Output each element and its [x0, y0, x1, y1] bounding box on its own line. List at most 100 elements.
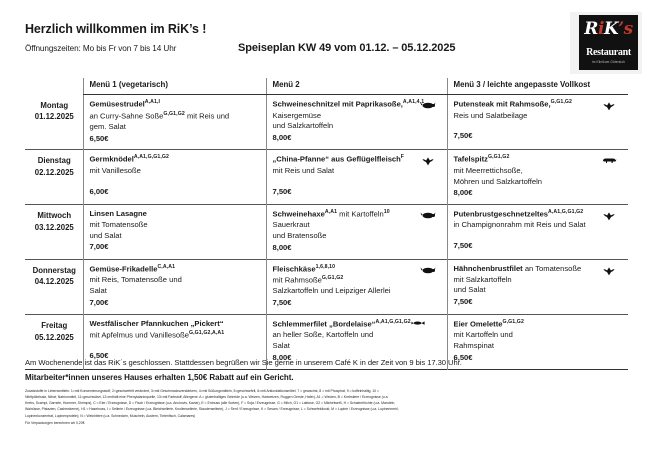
opening-hours: Öffnungszeiten: Mo bis Fr von 7 bis 14 U… [25, 44, 177, 53]
day-cell: Freitag 05.12.2025 [25, 314, 83, 369]
day-cell: Dienstag 02.12.2025 [25, 150, 83, 205]
fish-icon [411, 320, 425, 328]
day-cell: Mittwoch 03.12.2025 [25, 205, 83, 260]
menu1-cell: Westfälischer Pfannkuchen „Pickert“ mit A… [82, 314, 266, 370]
dish-title: Schlemmerfilet „Bordelaise“A,A1,G,G1,G2 [273, 319, 442, 330]
dish-title: Linsen Lasagne [90, 209, 261, 220]
table-row: Donnerstag 04.12.2025 Gemüse-FrikadelleC,A… [25, 259, 628, 315]
dish-price: 7,00€ [89, 242, 109, 252]
welcome-heading: Herzlich willkommen im RiK’s ! [25, 22, 207, 36]
dish-name-suffix: mit Kartoffeln [337, 209, 384, 219]
dish-price: 8,00€ [272, 242, 292, 252]
dish-block: Fleischkäse1,6,8,10 mit RahmsoßeG,G1,G2 Sa… [273, 264, 442, 309]
allergen-codes: A,A1,G,G1,G2 [133, 154, 170, 161]
dish-detail-line: und Salat [453, 285, 486, 295]
dish-block: GermknödelA,A1,G,G1,G2 mit Vanillesoße 6,0… [90, 154, 261, 197]
allergen-codes: A,A1,G,G1,G2 [548, 209, 584, 216]
column-header-menu3: Menü 3 / leichte angepasste Vollkost [446, 78, 628, 96]
dish-name: Linsen Lasagne [89, 209, 147, 219]
beef-icon [601, 155, 617, 165]
dish-block: Putensteak mit Rahmsoße,G,G1,G2 Reis und … [454, 99, 624, 142]
dish-detail-line: mit Reis, Tomatensoße und [89, 275, 182, 285]
dish-title: Fleischkäse1,6,8,10 [273, 264, 442, 275]
dish-price: 7,50€ [453, 131, 473, 141]
dish-detail-line: mit Tomatensoße [89, 219, 148, 229]
day-name: Mittwoch [37, 211, 72, 221]
dish-price: 7,50€ [453, 297, 473, 307]
dish-detail-line: mit Reis und Salat [272, 165, 335, 175]
day-date: 05.12.2025 [34, 332, 74, 342]
dish-detail-line: mit Salzkartoffeln [453, 274, 512, 284]
logo-letter-r: R [584, 19, 598, 39]
poultry-icon [420, 155, 436, 166]
dish-price: 7,50€ [453, 241, 473, 251]
allergen-codes: A,A1,4,1 [402, 99, 425, 106]
dish-detail-line: Kaisergemüse [272, 110, 322, 120]
logo-letter-s: ’s [618, 19, 633, 39]
restaurant-logo: RiK’s Restaurant im Klinikum Gütersloh [570, 12, 642, 74]
page-title: Speiseplan KW 49 vom 01.12. – 05.12.2025 [238, 42, 456, 54]
dish-price: 8,00€ [453, 188, 473, 198]
dish-detail-line: und Salat [89, 230, 122, 240]
menu3-cell: TafelspitzG,G1,G2 mit Meerrettichsoße, Möh… [446, 149, 628, 205]
menu1-cell: Linsen Lasagne mit Tomatensoße und Salat 7,… [82, 204, 266, 260]
dish-title: GermknödelA,A1,G,G1,G2 [90, 154, 261, 165]
menu2-cell: „China-Pfanne“ aus GeflügelfleischF mit R… [265, 149, 447, 205]
day-name: Freitag [41, 320, 68, 330]
pork-icon [420, 210, 436, 220]
menu3-cell: Putensteak mit Rahmsoße,G,G1,G2 Reis und … [446, 94, 628, 150]
day-name: Montag [40, 100, 69, 110]
dish-detail-line: Sauerkraut [272, 220, 310, 230]
day-name: Dienstag [37, 156, 71, 166]
dish-detail-line: mit Kartoffeln und [453, 330, 513, 340]
legend-line: Walnüsse, Pistazien, Cashewkerne), H1 = … [25, 407, 399, 412]
legend-line: Lupinenkonzentrat, Lupinenprotein); N = … [25, 413, 196, 418]
pork-icon [420, 265, 436, 275]
dish-detail-line: an heller Soße, Kartoffeln und [272, 330, 374, 340]
dish-detail-line: gem. Salat [89, 121, 126, 131]
dish-title: Schweineschnitzel mit Paprikasoße,A,A1,4… [273, 99, 442, 110]
day-date: 04.12.2025 [34, 277, 74, 287]
dish-name: Putensteak mit Rahmsoße, [453, 99, 551, 109]
dish-title: „China-Pfanne“ aus GeflügelfleischF [273, 154, 442, 165]
allergen-codes: G,G1,G2 [321, 275, 344, 282]
column-header-day [25, 78, 83, 95]
allergen-codes: G,G1,G2 [550, 99, 573, 106]
weekend-note: Am Wochenende ist das RiK´s geschlossen.… [25, 358, 462, 367]
dish-detail-line: in Champignonrahm mit Reis und Salat [453, 220, 586, 230]
allergen-codes: G,G1,G2 [502, 318, 524, 325]
menu2-cell: SchweinehaxeA,A1 mit Kartoffeln10 Sauerkr… [265, 204, 447, 260]
dish-name: Schweineschnitzel mit Paprikasoße, [272, 99, 403, 109]
dish-title: Westfälischer Pfannkuchen „Pickert“ [90, 319, 261, 330]
dish-name: Fleischkäse [272, 264, 316, 274]
dish-detail-line: Salat [272, 341, 290, 350]
dish-block: Hähnchenbrustfilet an Tomatensoße mit Sal… [454, 264, 624, 308]
allergen-codes: A,A1,I [144, 99, 161, 106]
menu3-cell: Eier OmeletteG,G1,G2 mit Kartoffeln und Ra… [446, 314, 628, 370]
menu1-cell: GermknödelA,A1,G,G1,G2 mit Vanillesoße 6,0… [82, 149, 266, 205]
page-header: Herzlich willkommen im RiK’s ! Öffnungsz… [0, 0, 650, 74]
column-header-menu1: Menü 1 (vegetarisch) [82, 78, 266, 96]
allergen-codes: 10 [383, 209, 390, 216]
table-row: Freitag 05.12.2025 Westfälischer Pfannkuch… [25, 314, 628, 370]
dish-name: Westfälischer Pfannkuchen „Pickert“ [89, 318, 224, 328]
dish-block: Eier OmeletteG,G1,G2 mit Kartoffeln und Ra… [454, 319, 624, 364]
allergen-codes: G,G1,G2 [163, 110, 185, 117]
allergen-codes: G,G1,G2,A,A1 [188, 329, 225, 336]
allergen-codes: A,A1 [324, 209, 338, 216]
dish-block: Linsen Lasagne mit Tomatensoße und Salat 7,… [90, 209, 261, 253]
dish-detail-line: Salat [89, 285, 107, 295]
table-row: Mittwoch 03.12.2025 Linsen Lasagne mit Toma… [25, 204, 628, 260]
dish-name: Eier Omelette [453, 319, 503, 329]
table-row: Montag 01.12.2025 GemüsestrudelA,A1,I an Cu… [25, 94, 628, 150]
allergen-codes: A,A1,G,G1,G2 [375, 318, 411, 325]
legend-line: Zusatzstoffe in Lebensmitteln: 1=mit Kon… [25, 389, 379, 393]
dish-name: Gemüsestrudel [89, 99, 145, 109]
dish-block: „China-Pfanne“ aus GeflügelfleischF mit R… [273, 154, 442, 197]
dish-block: TafelspitzG,G1,G2 mit Meerrettichsoße, Möh… [454, 154, 624, 199]
day-cell: Donnerstag 04.12.2025 [25, 259, 83, 314]
dish-price: 6,00€ [89, 186, 109, 196]
dish-block: Schlemmerfilet „Bordelaise“A,A1,G,G1,G2 a… [273, 319, 442, 364]
dish-name: Schweinehaxe [272, 209, 325, 219]
menu2-cell: Schweineschnitzel mit Paprikasoße,A,A1,4… [265, 94, 447, 150]
